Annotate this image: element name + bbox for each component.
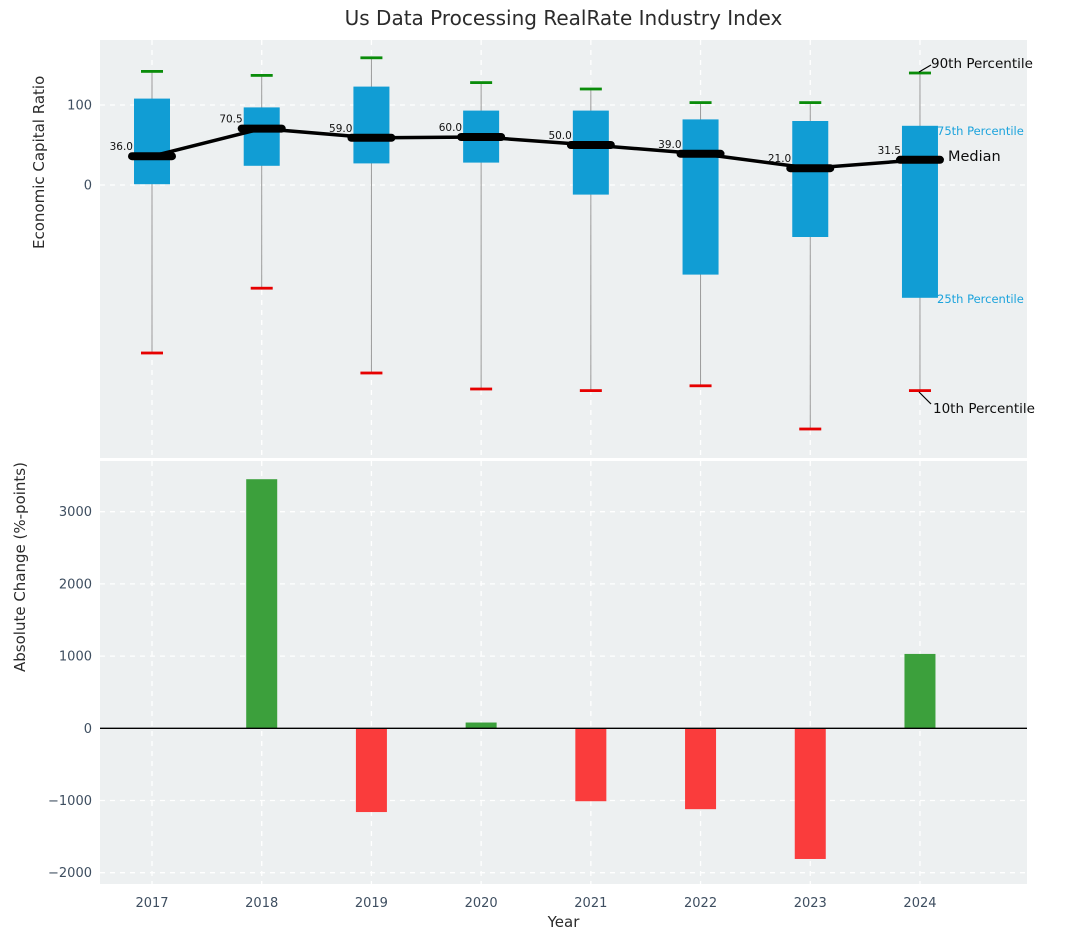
median-marker-2023 <box>786 164 835 173</box>
x-tick-label-2019: 2019 <box>355 896 388 911</box>
cap-90th-2022 <box>689 101 712 104</box>
cap-10th-2019 <box>360 371 383 375</box>
median-value-label-2023: 21.0 <box>768 153 791 165</box>
bottom-plot-background <box>100 461 1027 884</box>
cap-90th-2017 <box>141 70 163 73</box>
percentile-box-2019 <box>353 86 390 164</box>
median-marker-2022 <box>676 149 725 158</box>
annotation-75th-percentile: 75th Percentile <box>937 124 1024 138</box>
cap-90th-2021 <box>579 87 602 91</box>
cap-10th-2017 <box>141 351 163 355</box>
x-tick-label-2023: 2023 <box>794 896 827 911</box>
median-value-label-2024: 31.5 <box>878 145 901 157</box>
median-marker-2020 <box>457 133 506 141</box>
annotation-90th-percentile: 90th Percentile <box>931 56 1033 72</box>
x-tick-label-2018: 2018 <box>245 896 278 911</box>
median-value-label-2022: 39.0 <box>658 139 681 151</box>
cap-10th-2022 <box>689 384 712 388</box>
median-value-label-2019: 59.0 <box>329 123 352 135</box>
change-bar-2018 <box>246 479 278 729</box>
change-bar-2023 <box>794 728 826 859</box>
median-value-label-2018: 70.5 <box>219 114 242 126</box>
median-value-label-2021: 50.0 <box>548 130 571 142</box>
top-plot-background <box>100 40 1027 458</box>
percentile-box-2021 <box>572 110 609 195</box>
x-axis-label: Year <box>547 913 580 931</box>
change-bar-2024 <box>904 653 936 729</box>
cap-10th-2024 <box>908 389 931 392</box>
bottom-y-tick-label: 1000 <box>59 650 92 665</box>
bottom-y-tick-label: 3000 <box>59 505 92 520</box>
change-bar-2021 <box>575 728 607 802</box>
change-bar-2020 <box>465 722 497 729</box>
bottom-y-tick-label: 2000 <box>59 577 92 592</box>
annotation-10th-percentile: 10th Percentile <box>933 401 1035 417</box>
x-tick-label-2024: 2024 <box>903 896 936 911</box>
percentile-box-2023 <box>792 121 829 237</box>
median-marker-2021 <box>566 141 615 149</box>
top-y-tick-label: 0 <box>84 179 92 194</box>
percentile-box-2017 <box>134 98 170 185</box>
median-marker-2024 <box>895 155 944 164</box>
cap-90th-2023 <box>799 101 822 104</box>
x-tick-label-2021: 2021 <box>574 896 607 911</box>
bottom-y-tick-label: −1000 <box>48 794 92 809</box>
median-value-label-2020: 60.0 <box>439 122 462 134</box>
cap-10th-2021 <box>579 389 602 392</box>
percentile-box-2024 <box>901 125 938 298</box>
cap-10th-2023 <box>799 427 822 431</box>
median-marker-2019 <box>347 133 396 142</box>
median-value-label-2017: 36.0 <box>110 141 133 153</box>
cap-10th-2020 <box>470 387 493 391</box>
median-marker-2018 <box>237 124 286 133</box>
x-tick-label-2022: 2022 <box>684 896 717 911</box>
median-marker-2017 <box>128 152 176 161</box>
cap-90th-2020 <box>470 81 493 84</box>
x-tick-label-2020: 2020 <box>465 896 498 911</box>
cap-90th-2024 <box>908 71 931 75</box>
top-y-tick-label: 100 <box>67 99 92 114</box>
percentile-box-2022 <box>682 119 719 275</box>
annotation-median: Median <box>948 149 1001 165</box>
change-bar-2019 <box>355 728 387 813</box>
annotation-connector-90th <box>918 64 932 73</box>
annotation-25th-percentile: 25th Percentile <box>937 292 1024 306</box>
cap-10th-2018 <box>250 286 273 290</box>
annotation-connector-10th <box>918 391 932 405</box>
cap-90th-2018 <box>250 74 273 77</box>
percentile-box-2018 <box>243 107 280 166</box>
bottom-y-tick-label: 0 <box>84 722 92 737</box>
x-tick-label-2017: 2017 <box>135 896 168 911</box>
chart-title: Us Data Processing RealRate Industry Ind… <box>344 6 783 30</box>
bottom-y-tick-label: −2000 <box>48 866 92 881</box>
change-bar-2022 <box>685 728 717 810</box>
cap-90th-2019 <box>360 56 383 60</box>
